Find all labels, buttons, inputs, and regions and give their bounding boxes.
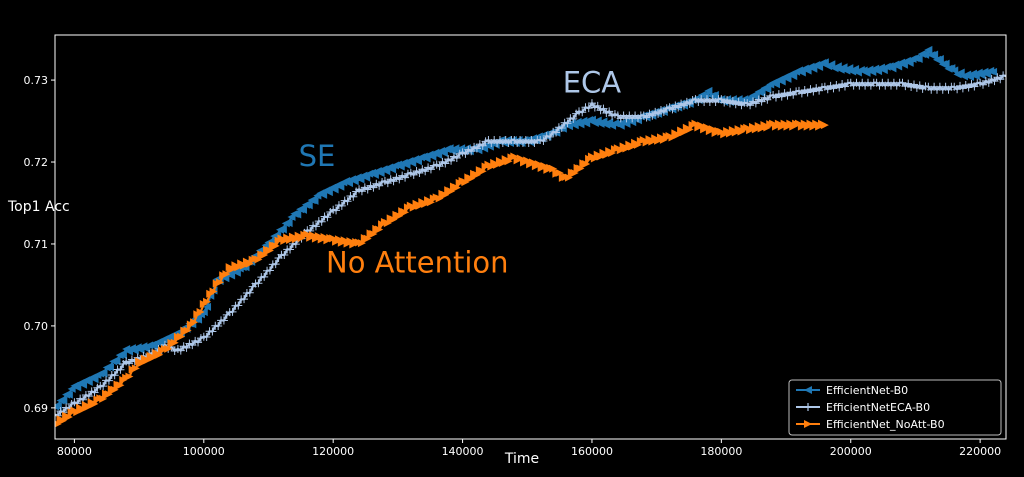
x-tick-label: 220000 (959, 445, 1001, 458)
y-tick-label: 0.72 (24, 156, 49, 169)
legend-label: EfficientNet_NoAtt-B0 (826, 418, 945, 431)
legend-label: EfficientNetECA-B0 (826, 401, 930, 414)
legend-entry: EfficientNet-B0 (796, 384, 908, 397)
annotation-label: ECA (563, 65, 622, 99)
y-axis-label: Top1 Acc (7, 199, 70, 215)
legend-marker (804, 403, 812, 411)
y-axis: 0.69 0.70 0.71 0.72 0.73 (24, 74, 55, 415)
annotation-label: No Attention (326, 246, 509, 280)
x-tick-label: 180000 (700, 445, 742, 458)
y-tick-label: 0.69 (24, 402, 49, 415)
plot-series (55, 45, 1006, 428)
y-tick-label: 0.71 (24, 238, 49, 251)
y-tick-label: 0.70 (24, 320, 49, 333)
y-tick-label: 0.73 (24, 74, 49, 87)
legend: EfficientNet-B0 EfficientNetECA-B0 Efficie… (788, 379, 1002, 436)
legend-entry: EfficientNet_NoAtt-B0 (796, 418, 945, 431)
annotations: SE ECA No Attention (299, 65, 622, 279)
x-tick-label: 160000 (571, 445, 613, 458)
x-tick-label: 200000 (830, 445, 872, 458)
legend-entry: EfficientNetECA-B0 (796, 401, 930, 414)
x-tick-label: 140000 (442, 445, 484, 458)
annotation-label: SE (299, 139, 336, 173)
legend-label: EfficientNet-B0 (826, 384, 908, 397)
x-tick-label: 120000 (312, 445, 354, 458)
series-2 (55, 119, 829, 428)
x-axis-label: Time (504, 451, 539, 467)
legend-box (788, 379, 1002, 436)
legend-marker (804, 420, 812, 428)
x-tick-label: 80000 (57, 445, 92, 458)
x-tick-label: 100000 (183, 445, 225, 458)
x-axis: 80000 100000 120000 140000 160000 180000 20000… (57, 439, 1001, 458)
plot-frame (54, 34, 1007, 440)
legend-marker (804, 386, 812, 394)
